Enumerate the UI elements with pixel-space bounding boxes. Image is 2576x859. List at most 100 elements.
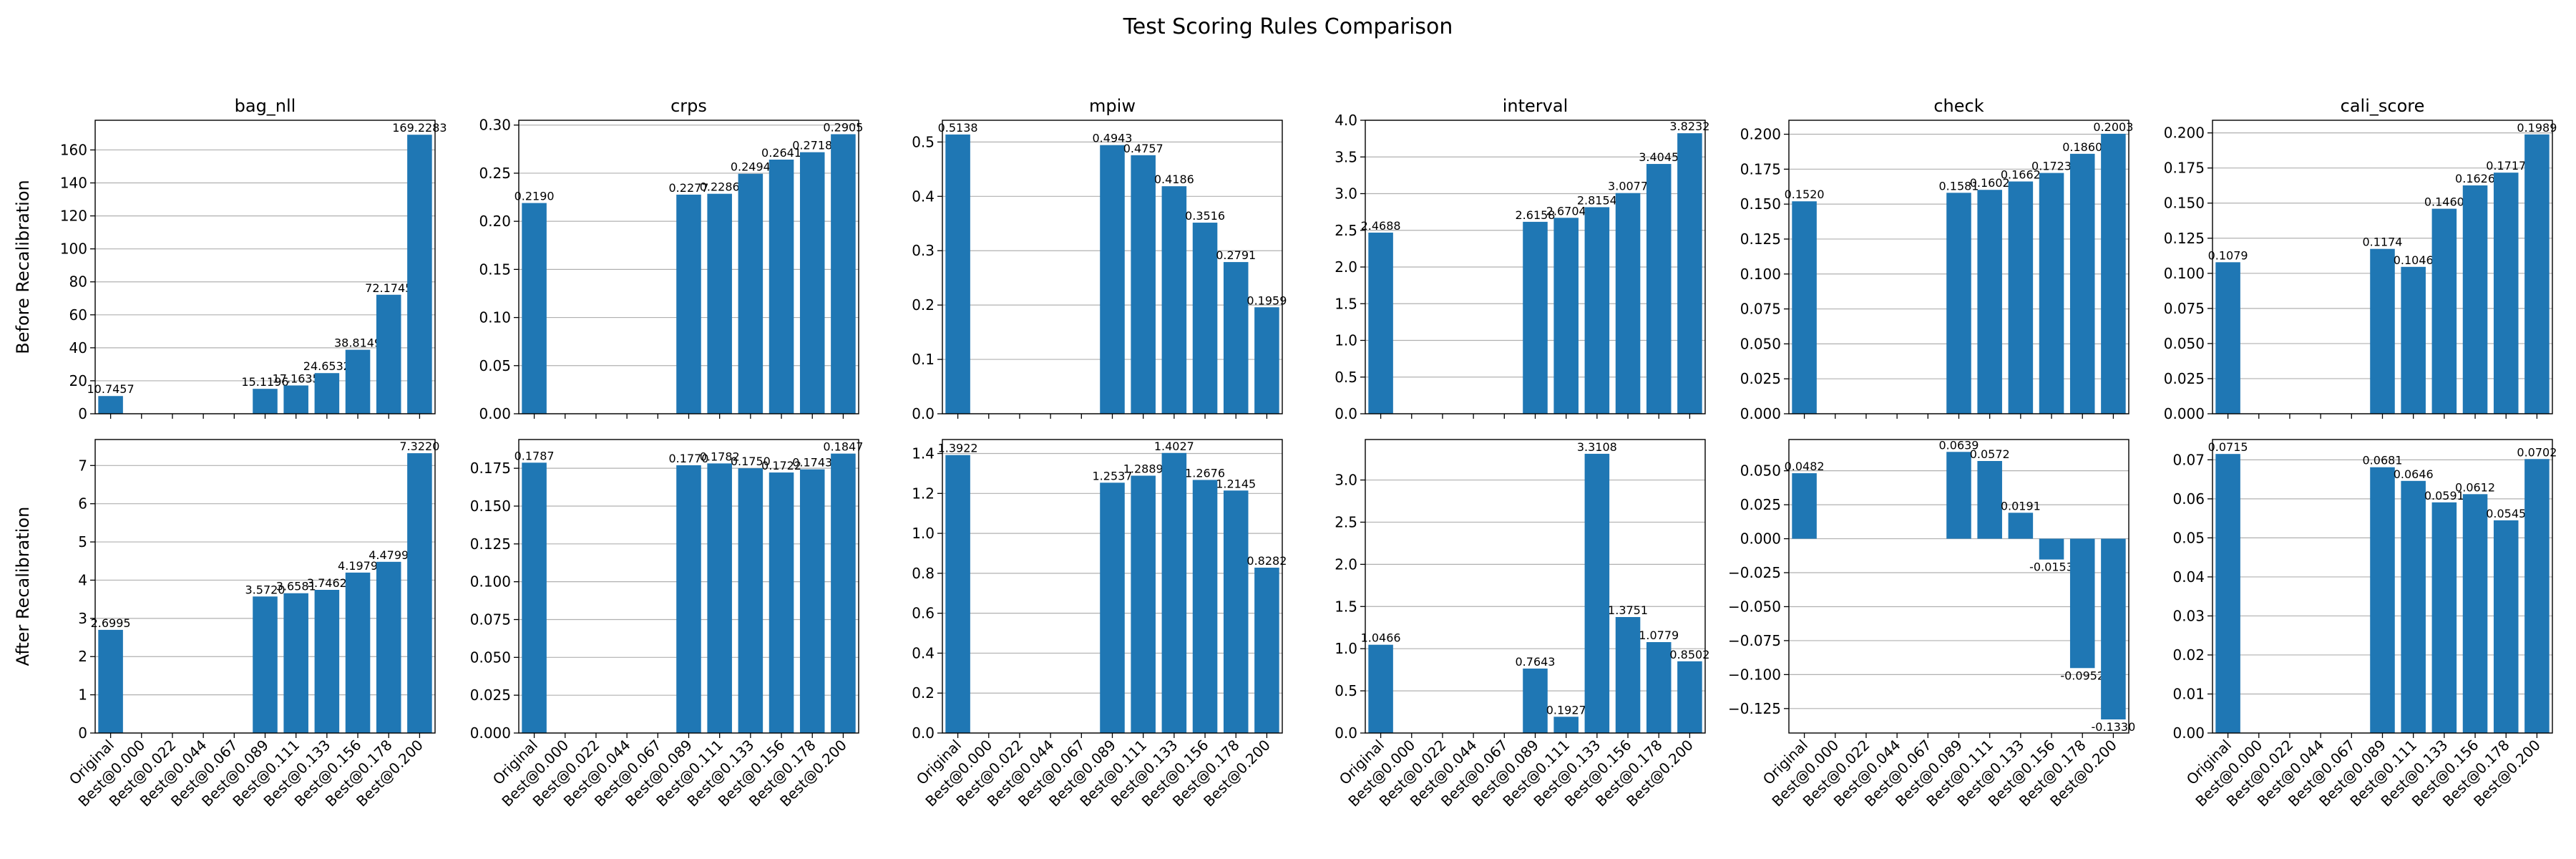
subplot-title: bag_nll	[235, 96, 296, 116]
y-tick-label: 40	[69, 339, 87, 356]
bar-value-label: 169.2283	[392, 121, 447, 135]
bar	[707, 463, 732, 733]
bar	[2370, 467, 2395, 733]
axes-frame	[942, 120, 1283, 414]
bar-value-label: 24.6532	[303, 359, 351, 373]
subplot-row1-col2: 0.0 0.2 0.4 0.6 0.8 1.0 1.2 1.4 1.3922 1.25371.28…	[912, 439, 1287, 810]
y-tick-label: 0.025	[1740, 496, 1781, 513]
bar-value-label: 0.2277	[669, 181, 709, 195]
y-tick-label: 2.0	[1335, 258, 1357, 276]
bar	[1584, 453, 1610, 733]
bar	[1523, 221, 1548, 414]
bar	[407, 453, 432, 733]
bar-value-label: 0.4943	[1093, 132, 1133, 145]
bar-value-label: 0.1750	[731, 455, 771, 468]
bar	[1131, 475, 1156, 733]
y-tick-label: 0.30	[479, 117, 511, 134]
y-tick-label: 120	[60, 208, 87, 225]
bar	[1254, 568, 1279, 733]
bar	[376, 561, 401, 733]
bar-value-label: 0.1860	[2062, 140, 2102, 154]
bar-value-label: 0.2190	[514, 190, 555, 203]
y-tick-label: 2.0	[1335, 555, 1357, 573]
y-tick-label: 0.050	[470, 649, 511, 666]
subplot-row1-col3: 0.0 0.5 1.0 1.5 2.0 2.5 3.0 1.0466 0.7643 0.1927 3…	[1335, 439, 1709, 810]
bar	[2008, 181, 2034, 414]
bar-value-label: 3.4045	[1639, 150, 1679, 164]
subplot-row1-col5: 0.00 0.01 0.02 0.03 0.04 0.05 0.06 0.070.0715 0.…	[2172, 439, 2557, 810]
y-tick-label: 0.100	[470, 573, 511, 591]
axes-frame	[2212, 439, 2553, 734]
y-tick-label: 80	[69, 273, 87, 291]
bar	[1646, 164, 1672, 414]
y-tick-label: 0	[78, 724, 87, 742]
y-tick-label: 0.100	[1740, 266, 1781, 283]
bar-value-label: 0.0639	[1939, 438, 1979, 452]
y-tick-label: 0.200	[1740, 126, 1781, 143]
bar	[1161, 186, 1187, 414]
bar	[831, 453, 856, 733]
bar	[1553, 717, 1579, 733]
axes-frame	[942, 439, 1283, 734]
y-tick-label: 0.175	[470, 460, 511, 477]
y-tick-label: 0.150	[1740, 195, 1781, 213]
bar-value-label: 0.8502	[1669, 648, 1709, 661]
bar-value-label: 72.1745	[365, 281, 412, 295]
bar	[799, 469, 825, 733]
y-tick-label: 0.075	[470, 611, 511, 628]
y-tick-label: 0	[78, 405, 87, 422]
subplot-cali_score: 0.000 0.025 0.050 0.075 0.100 0.125 0.150 0.175…	[2164, 96, 2557, 422]
y-tick-label: −0.050	[1728, 598, 1781, 615]
bar-value-label: 2.6704	[1546, 204, 1586, 218]
axes-frame	[1788, 439, 2129, 734]
y-tick-label: 4	[78, 571, 87, 588]
y-tick-label: 0.175	[2164, 160, 2205, 177]
bar	[2401, 266, 2426, 414]
y-tick-label: 0.6	[912, 605, 935, 622]
bar-value-label: 0.1723	[2031, 160, 2072, 173]
y-tick-label: 0.0	[1335, 405, 1357, 422]
y-tick-label: 0.04	[2172, 568, 2205, 586]
bar-value-label: 0.2003	[2093, 120, 2133, 134]
bar-value-label: 0.2791	[1216, 248, 1256, 262]
bar	[769, 159, 794, 414]
y-tick-label: 0.20	[479, 213, 511, 230]
bar	[1792, 201, 1817, 414]
subplots-grid: 02040608010012014016010.745715.119617.16…	[13, 96, 2557, 810]
y-tick-label: 0.075	[1740, 301, 1781, 318]
bar-value-label: 0.1626	[2455, 172, 2495, 185]
bar-value-label: 0.1602	[1970, 176, 2010, 190]
bar	[253, 389, 278, 414]
bar	[283, 593, 308, 733]
y-tick-label: 0.15	[479, 261, 511, 278]
y-tick-label: 0.1	[912, 351, 935, 368]
bar-value-label: 0.0702	[2517, 445, 2557, 459]
y-tick-label: 1.5	[1335, 295, 1357, 312]
bar	[283, 385, 308, 414]
y-tick-label: 2.5	[1335, 222, 1357, 239]
bar	[1646, 642, 1672, 733]
bar-value-label: 0.0715	[2208, 440, 2248, 454]
bar-value-label: 0.1174	[2363, 236, 2403, 249]
y-tick-label: 1.0	[912, 525, 935, 542]
y-tick-label: 0.050	[2164, 335, 2205, 352]
bar	[2370, 248, 2395, 414]
bar-value-label: 4.4799	[369, 548, 409, 562]
axes-frame	[2212, 120, 2553, 414]
bar	[676, 194, 701, 414]
y-tick-label: 0.03	[2172, 607, 2205, 624]
y-tick-label: 0.050	[1740, 335, 1781, 352]
bar-value-label: 0.0646	[2394, 467, 2434, 481]
bar	[2039, 173, 2064, 414]
bar	[1100, 482, 1125, 733]
bar	[1368, 644, 1393, 733]
bar-value-label: 1.2145	[1216, 477, 1256, 490]
y-tick-label: 0.05	[2172, 529, 2205, 546]
bar	[738, 468, 763, 733]
y-tick-label: −0.125	[1728, 700, 1781, 717]
bar-value-label: 2.4688	[1361, 219, 1401, 233]
y-tick-label: 0.0	[912, 405, 935, 422]
bar	[1368, 232, 1393, 414]
y-axis-label: Before Recalibration	[13, 180, 33, 354]
